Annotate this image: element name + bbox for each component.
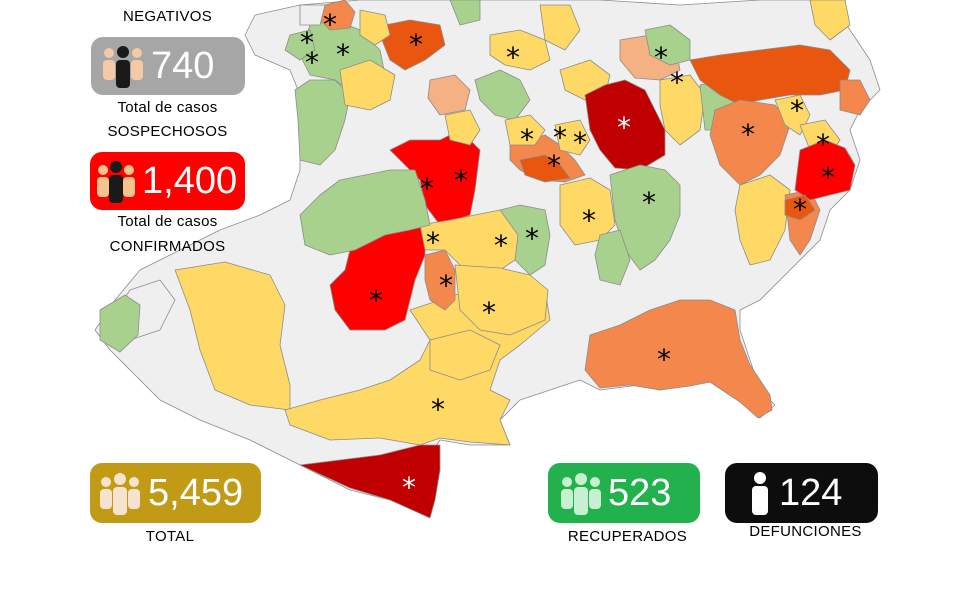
municipality-region xyxy=(539,4,581,51)
municipality-region xyxy=(429,329,501,381)
case-marker: * xyxy=(409,28,423,61)
sospechosos-count: 740 xyxy=(151,45,215,87)
municipality-region xyxy=(794,139,856,201)
person-icon xyxy=(747,470,773,516)
confirmados-caption-1: Total de casos xyxy=(117,213,218,230)
sospechosos-caption-1: Total de casos xyxy=(117,99,218,116)
total-badge: 5,459 xyxy=(90,463,261,523)
sospechosos-caption-2: SOSPECHOSOS xyxy=(107,123,228,140)
people-group-icon xyxy=(96,158,136,204)
case-marker: * xyxy=(454,164,468,197)
case-marker: * xyxy=(642,186,656,219)
case-marker: * xyxy=(670,66,684,99)
defunciones-badge: 124 xyxy=(725,463,878,523)
case-marker: * xyxy=(426,226,440,259)
municipality-region xyxy=(449,0,481,26)
case-marker: * xyxy=(402,471,416,504)
defunciones-caption: DEFUNCIONES xyxy=(749,523,862,540)
municipality-region xyxy=(709,99,791,186)
people-group-icon xyxy=(101,43,145,89)
case-marker: * xyxy=(816,128,830,161)
case-marker: * xyxy=(617,111,631,144)
case-marker: * xyxy=(369,284,383,317)
municipality-region xyxy=(424,249,456,311)
municipality-region xyxy=(519,154,571,183)
case-marker: * xyxy=(305,46,319,79)
municipality-region xyxy=(689,44,851,106)
case-marker: * xyxy=(547,149,561,182)
municipality-region xyxy=(299,444,441,519)
recuperados-caption: RECUPERADOS xyxy=(567,528,688,545)
case-marker: * xyxy=(420,172,434,205)
confirmados-count: 1,400 xyxy=(142,160,238,202)
case-marker: * xyxy=(654,41,668,74)
case-marker: * xyxy=(553,121,567,154)
case-marker: * xyxy=(431,393,445,426)
municipality-region xyxy=(839,79,871,116)
municipality-region xyxy=(299,169,431,256)
total-count: 5,459 xyxy=(148,472,244,514)
municipality-region xyxy=(174,261,291,411)
municipality-region xyxy=(499,204,551,276)
municipality-region xyxy=(554,119,591,156)
municipality-region xyxy=(734,174,791,266)
municipality-region xyxy=(99,294,141,353)
case-marker: * xyxy=(741,118,755,151)
municipality-region xyxy=(299,4,326,26)
case-marker: * xyxy=(790,94,804,127)
case-marker: * xyxy=(336,38,350,71)
municipality-region xyxy=(659,74,706,146)
case-marker: * xyxy=(520,123,534,156)
case-marker: * xyxy=(494,229,508,262)
municipality-region xyxy=(584,299,773,419)
people-group-icon xyxy=(560,470,602,516)
case-marker: * xyxy=(573,126,587,159)
case-marker: * xyxy=(793,193,807,226)
municipality-region xyxy=(381,19,446,71)
municipality-region xyxy=(504,114,546,146)
municipality-region xyxy=(294,79,351,166)
municipality-region xyxy=(454,264,549,336)
case-marker: * xyxy=(582,204,596,237)
municipality-region xyxy=(359,9,391,46)
total-caption: TOTAL xyxy=(145,528,195,545)
case-marker: * xyxy=(506,41,520,74)
case-marker: * xyxy=(821,161,835,194)
case-marker: * xyxy=(323,8,337,41)
municipality-region xyxy=(284,29,316,61)
case-marker: * xyxy=(300,26,314,59)
case-marker: * xyxy=(482,296,496,329)
municipality-region xyxy=(584,79,666,171)
municipality-region xyxy=(559,177,616,246)
municipality-region xyxy=(784,194,816,221)
confirmados-badge: 1,400 xyxy=(90,152,245,210)
defunciones-count: 124 xyxy=(779,472,843,514)
case-marker: * xyxy=(525,222,539,255)
confirmados-caption-2: CONFIRMADOS xyxy=(109,238,226,255)
case-marker: * xyxy=(439,269,453,302)
municipality-region xyxy=(339,59,396,111)
recuperados-badge: 523 xyxy=(548,463,700,523)
municipality-region xyxy=(427,74,471,116)
municipality-region xyxy=(419,209,521,276)
municipality-region xyxy=(444,109,481,146)
people-group-icon xyxy=(98,470,142,516)
case-marker: * xyxy=(657,343,671,376)
municipality-region xyxy=(594,229,631,286)
municipality-region xyxy=(474,69,531,121)
recuperados-count: 523 xyxy=(608,472,672,514)
municipality-region xyxy=(809,0,851,41)
sospechosos-badge: 740 xyxy=(91,37,245,95)
negativos-label: NEGATIVOS xyxy=(122,8,213,25)
municipality-region xyxy=(489,29,551,71)
